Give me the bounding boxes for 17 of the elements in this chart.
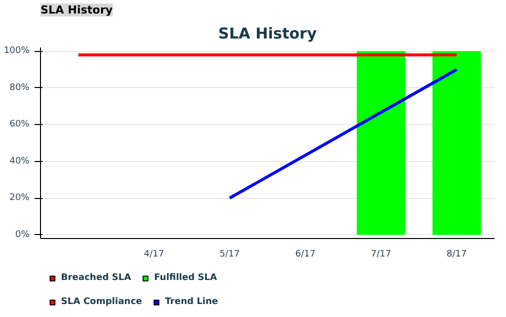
x-tick-label: 6/17 xyxy=(295,250,316,260)
y-tick-label: 40% xyxy=(9,156,30,166)
x-tick-label: 5/17 xyxy=(220,250,240,260)
x-tick-label: 4/17 xyxy=(144,250,164,260)
y-tick-label: 80% xyxy=(9,82,30,93)
legend-label: Breached SLA xyxy=(61,272,132,284)
chart-title: SLA History xyxy=(218,24,317,42)
y-tick-label: 100% xyxy=(4,46,30,56)
legend-label: SLA Compliance xyxy=(61,296,142,308)
y-tick-label: 0% xyxy=(15,230,30,240)
y-tick-label: 20% xyxy=(9,193,30,204)
text: SLA History xyxy=(40,4,113,16)
x-tick-label: 7/17 xyxy=(370,250,392,260)
legend-label: Fulfilled SLA xyxy=(154,272,217,284)
x-tick-label: 8/17 xyxy=(446,250,467,260)
legend-label: Trend Line xyxy=(165,296,218,308)
y-tick-label: 60% xyxy=(9,120,30,130)
